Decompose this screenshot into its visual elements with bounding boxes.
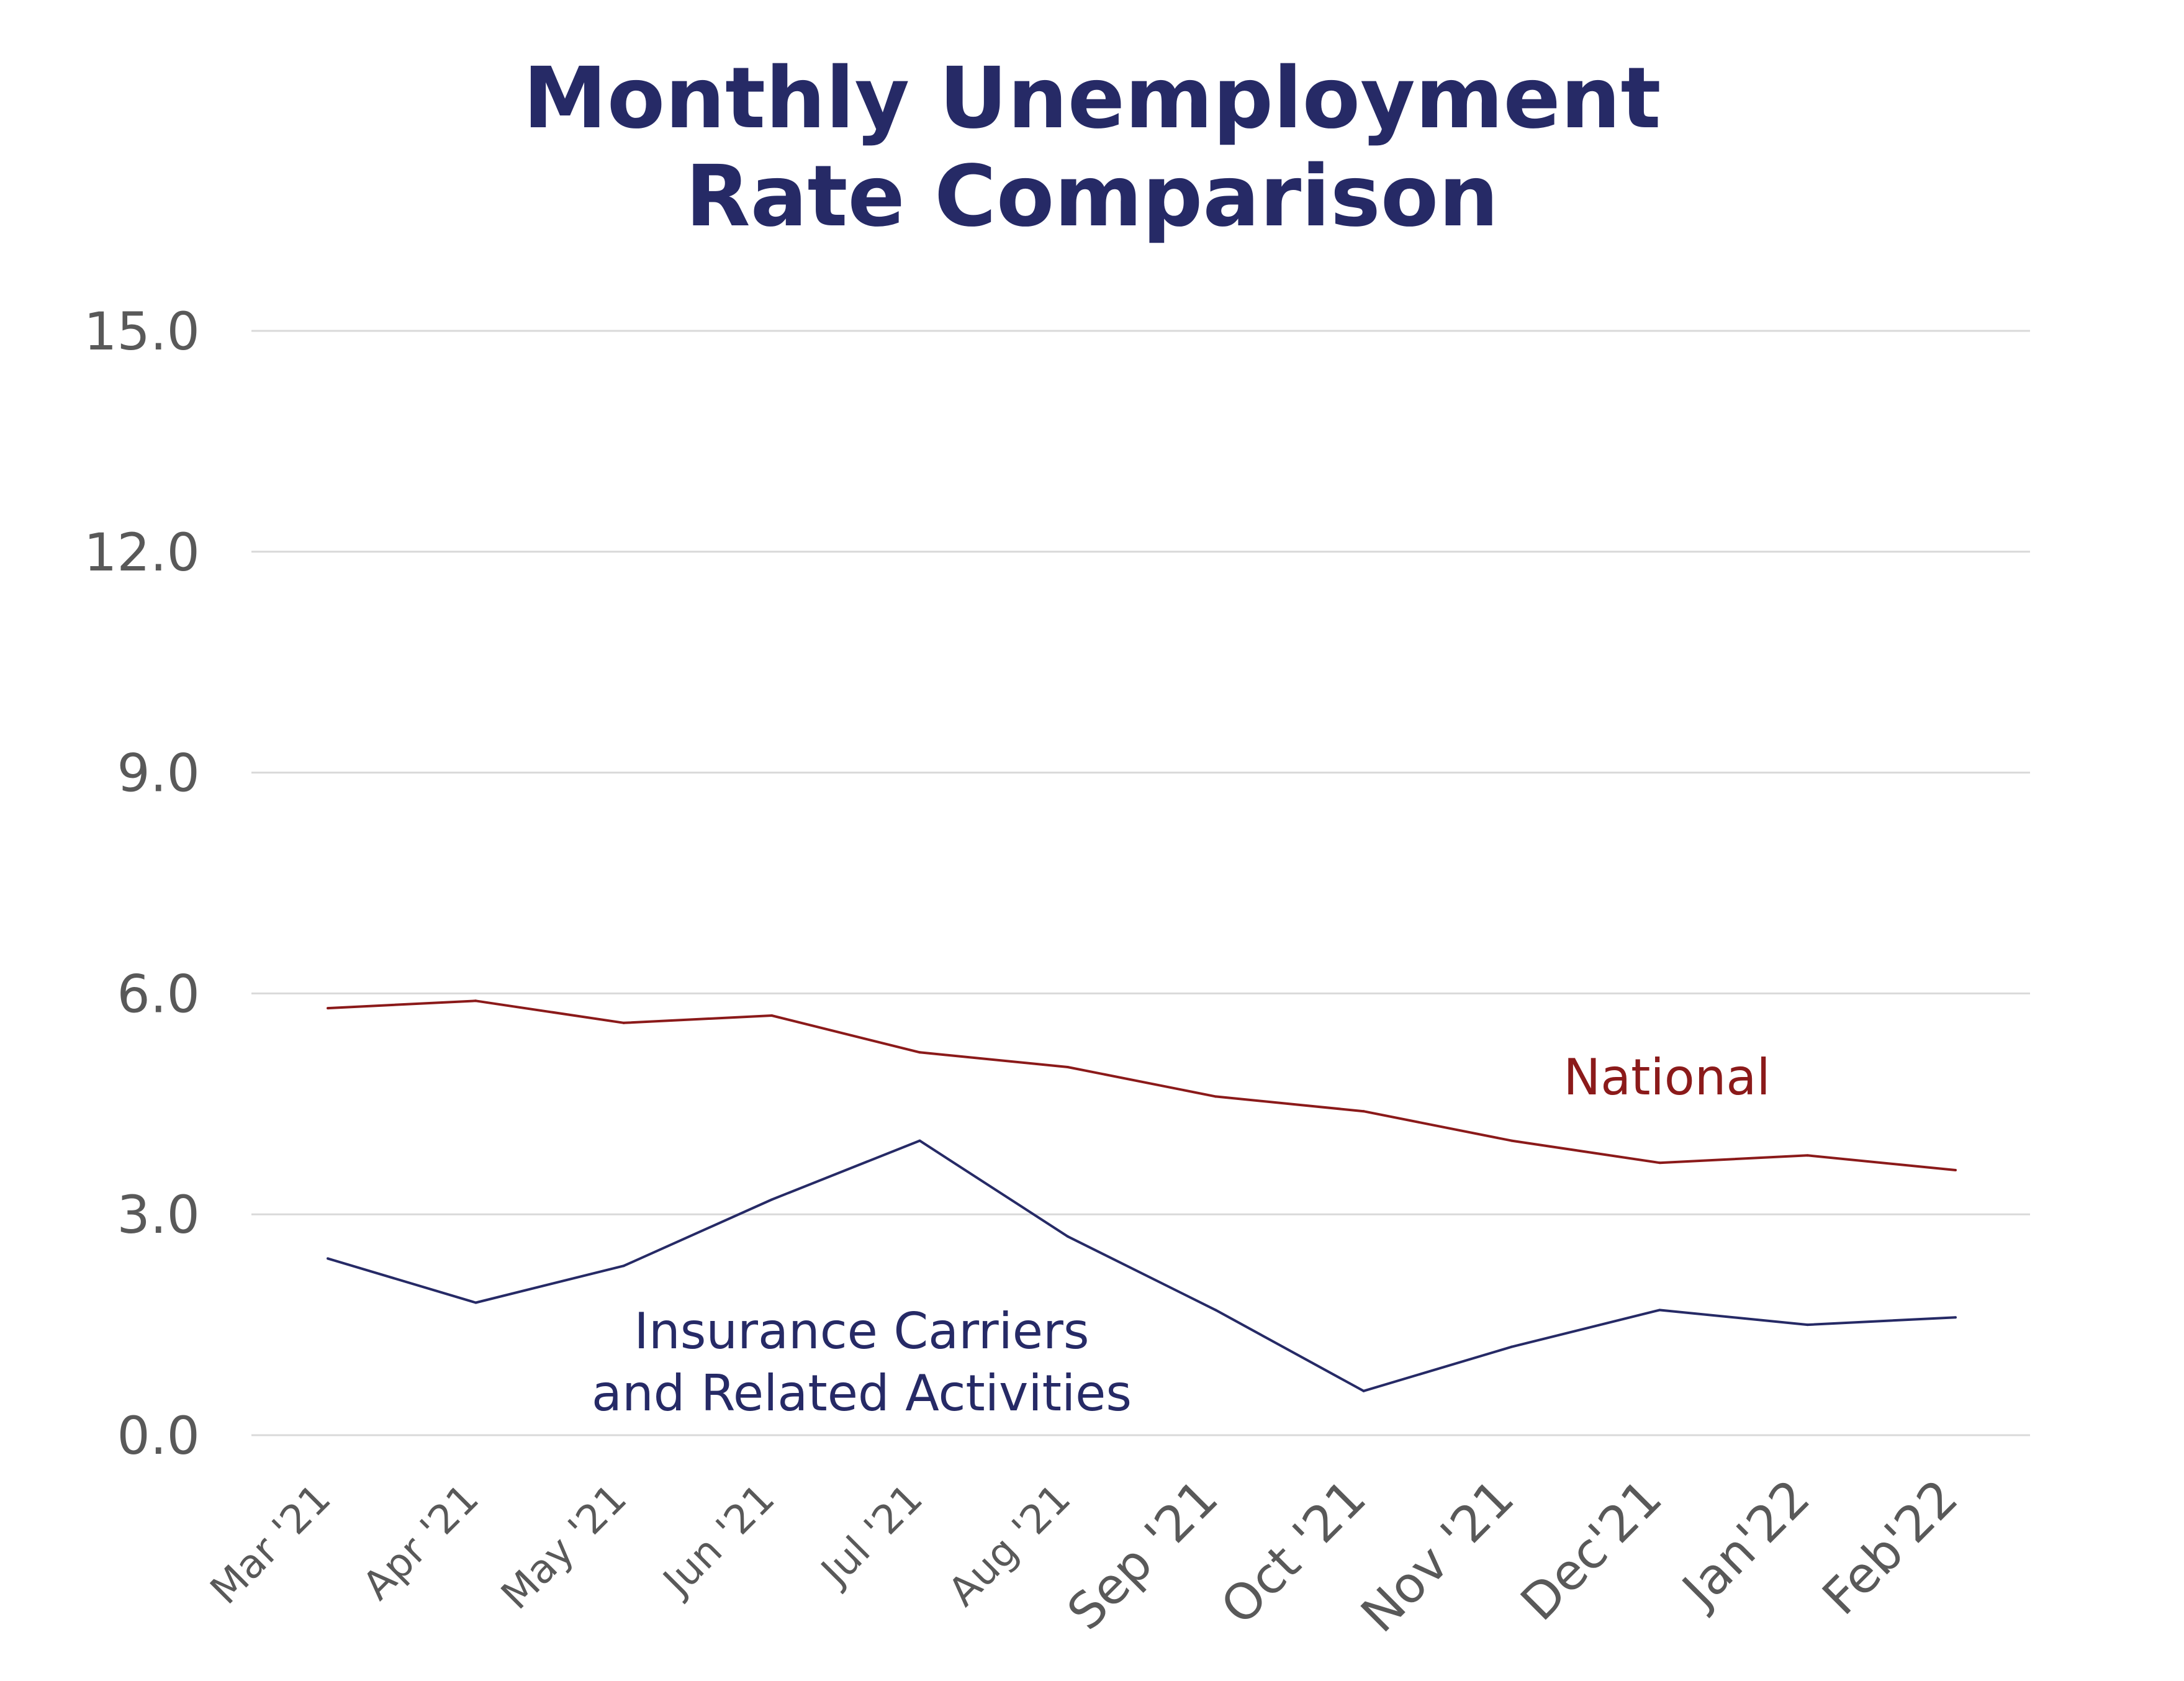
gridlines	[251, 330, 2030, 1436]
data-point	[770, 1014, 774, 1017]
x-tick-label: Oct '21	[1210, 1469, 1377, 1636]
insurance-series-label-line: Insurance Carriers	[634, 1302, 1089, 1360]
y-axis-ticks: 0.0 3.0 6.0 9.0 12.0 15.0	[84, 301, 200, 1466]
data-point	[1954, 1169, 1957, 1172]
x-tick-label: Feb'22	[1812, 1469, 1969, 1626]
data-point	[770, 1198, 774, 1201]
data-point	[1658, 1309, 1661, 1312]
x-tick-label: Nov '21	[1350, 1469, 1525, 1644]
data-point	[918, 1139, 921, 1142]
x-tick-label: May '21	[493, 1476, 636, 1618]
chart-title: Monthly Unemployment Rate Comparison	[0, 50, 2184, 246]
x-tick-label: Aug '21	[940, 1476, 1080, 1615]
data-point	[327, 1007, 329, 1010]
x-tick-label: Jul '21	[811, 1476, 932, 1596]
data-point	[918, 1051, 921, 1054]
data-point	[474, 999, 477, 1003]
y-tick-label: 6.0	[117, 963, 200, 1024]
data-point	[1510, 1139, 1513, 1142]
x-tick-label: Mar '21	[202, 1476, 340, 1613]
x-tick-label: Apr '21	[354, 1476, 488, 1609]
x-tick-label: Jan'22	[1669, 1469, 1821, 1620]
chart-title-line-1: Monthly Unemployment	[523, 50, 1661, 148]
data-point	[1214, 1309, 1217, 1312]
data-point	[1066, 1235, 1069, 1238]
x-tick-label: Jun '21	[653, 1476, 783, 1606]
data-point	[1066, 1066, 1069, 1068]
series-lines	[327, 999, 1957, 1392]
data-point	[622, 1264, 625, 1268]
data-point	[1658, 1161, 1661, 1165]
data-point	[474, 1301, 477, 1304]
data-point	[1362, 1389, 1365, 1392]
y-tick-label: 0.0	[117, 1405, 200, 1466]
data-point	[1362, 1110, 1365, 1113]
chart-title-line-2: Rate Comparison	[685, 148, 1499, 246]
insurance-series-label-line: and Related Activities	[592, 1364, 1132, 1422]
x-tick-label: Sep '21	[1057, 1469, 1229, 1641]
data-point	[1806, 1323, 1809, 1327]
data-point	[1510, 1345, 1513, 1348]
national-series-line	[327, 999, 1956, 1171]
data-point	[1954, 1316, 1957, 1319]
x-tick-label: Dec'21	[1510, 1469, 1673, 1632]
data-point	[1806, 1154, 1809, 1157]
insurance-series-line	[327, 1139, 1956, 1392]
y-tick-label: 15.0	[84, 301, 200, 362]
y-tick-label: 3.0	[117, 1184, 200, 1245]
x-axis-ticks: Mar '21 Apr '21 May '21 Jun '21 Jul '21 Aug '…	[202, 1469, 1969, 1644]
data-point	[1214, 1095, 1217, 1098]
y-tick-label: 9.0	[117, 743, 200, 804]
data-point	[327, 1257, 329, 1260]
y-tick-label: 12.0	[84, 522, 200, 583]
national-series-label: National	[1563, 1048, 1770, 1106]
data-point	[622, 1021, 625, 1024]
